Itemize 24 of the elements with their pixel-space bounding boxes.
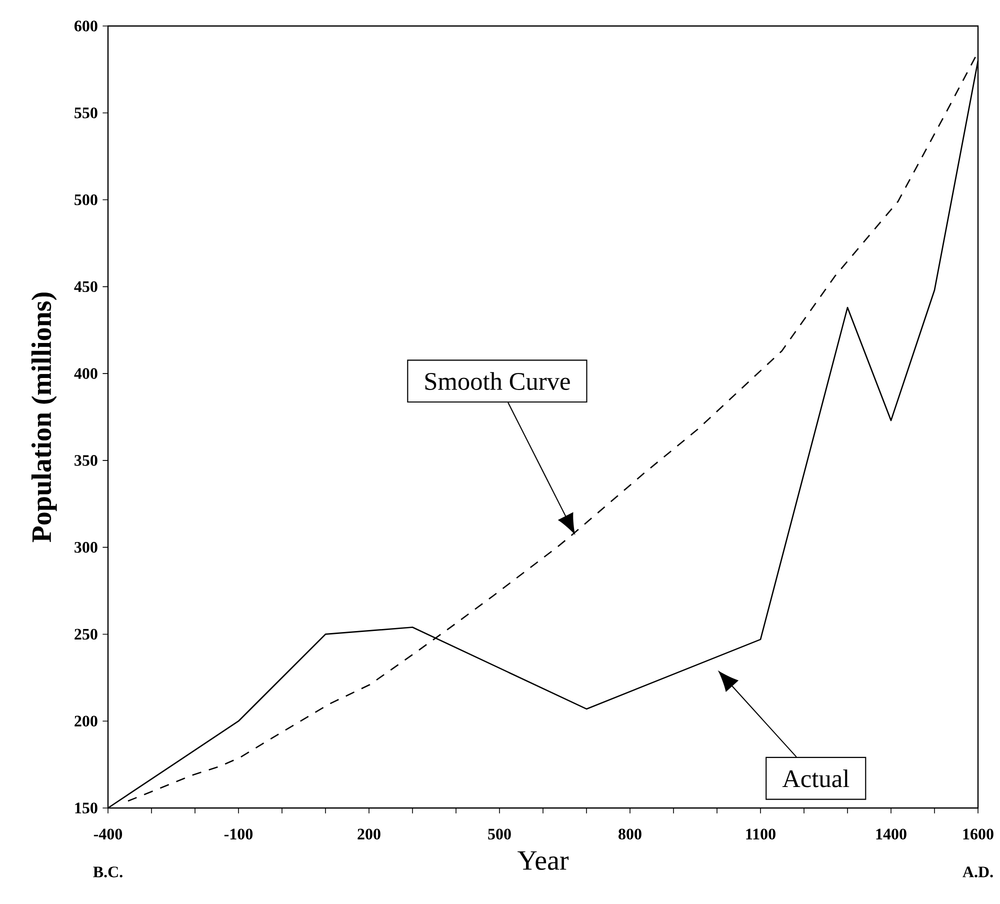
text: B.C. [93, 866, 122, 878]
x-tick-label: -400 [94, 828, 122, 840]
y-tick-label: 500 [74, 194, 98, 206]
y-tick-label: 150 [75, 802, 98, 814]
y-tick-label: 350 [74, 455, 98, 466]
y-tick-label: 550 [74, 107, 98, 118]
text: A.D. [962, 866, 993, 878]
y-tick-label: 450 [74, 281, 98, 292]
annotation: Smooth Curve [425, 372, 570, 390]
x-tick-label: 200 [358, 828, 380, 840]
y-tick-label: 300 [74, 542, 98, 553]
x-tick-label: 500 [488, 828, 511, 840]
x-axis-title: Year [518, 851, 569, 870]
x-tick-label: 800 [618, 828, 642, 840]
y-tick-label: 600 [74, 20, 98, 32]
y-axis-title: Population (millions) [31, 292, 57, 542]
x-tick-label: 1100 [746, 828, 776, 840]
y-tick-label: 200 [74, 716, 98, 726]
x-tick-label: 1600 [963, 828, 994, 840]
y-tick-label: 250 [74, 628, 98, 640]
x-tick-label: -100 [224, 828, 253, 840]
annotation: Actual [782, 769, 850, 788]
y-tick-label: 400 [74, 368, 98, 379]
x-tick-label: 1400 [876, 828, 906, 840]
